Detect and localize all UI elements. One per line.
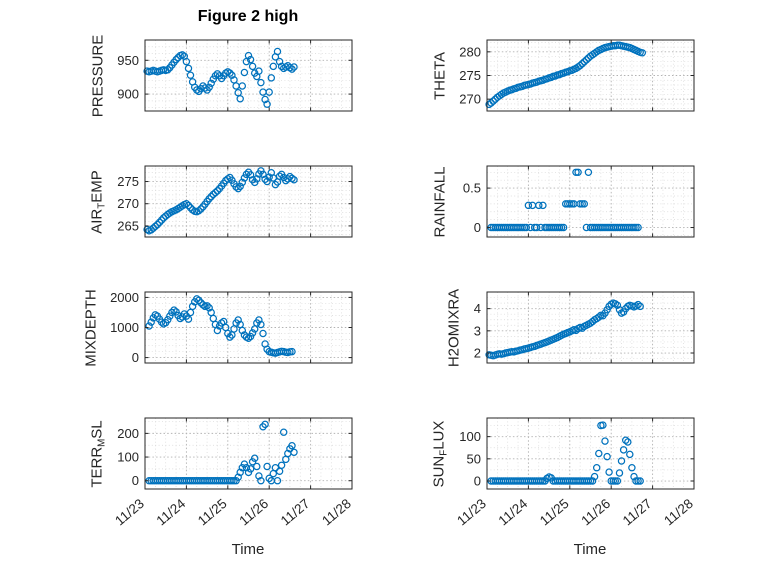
y-tick-label: 2000 [110,290,139,305]
x-tick-label: 11/24 [154,495,189,528]
ylabel-sun-flux: SUNFLUX [430,420,450,487]
ylabel-mixdepth: MIXDEPTH [82,288,100,367]
subplot-pressure: 900 950 [117,39,353,112]
y-tick-label: 0 [132,473,139,488]
subplot-terr-msl: 0 100 200 11/23 11/24 11/25 11/26 11/27 11/28 [112,417,354,529]
subplot-rainfall: 00.5 [463,165,695,238]
y-tick-label: 50 [467,451,481,466]
x-tick-label: 11/25 [195,496,230,529]
ylabel-rainfall: RAINFALL [431,166,449,237]
sun-flux-scatter-points [487,421,644,485]
axes-box [144,165,353,238]
subplot-h2omixra: 2 3 4 [474,291,695,364]
tick-marks [144,418,353,489]
x-tick-label: 11/28 [319,496,354,529]
subplot-theta: 270 275 280 [459,39,695,112]
h2omixra-scatter-points [485,299,644,360]
ylabel-terr-msl: TERRMSL [88,419,108,488]
x-tick-label: 11/27 [620,496,655,529]
x-tick-label: 11/23 [454,496,489,529]
xlabel-time-left: Time [231,541,265,558]
x-tick-label: 11/27 [278,496,313,529]
xlabel-time-right: Time [573,541,607,558]
tick-marks [144,166,353,237]
y-tick-label: 0.5 [463,181,481,196]
air-temp-scatter-points [143,167,298,235]
tick-marks [486,40,695,111]
mixdepth-scatter-points [145,295,296,357]
x-tick-label: 11/24 [496,495,531,528]
y-tick-label: 0 [474,474,481,489]
y-tick-label: 265 [117,218,139,233]
x-tick-label: 11/26 [578,496,613,529]
y-tick-label: 280 [459,44,481,59]
rainfall-scatter-points [487,168,642,232]
subplot-mixdepth: 0 1000 2000 [110,290,353,365]
tick-marks [486,166,695,237]
y-tick-label: 2 [474,346,481,361]
y-tick-label: 275 [117,174,139,189]
subplot-sun-flux: 0 50 100 11/23 11/24 11/25 11/26 11/27 11/28 [454,417,696,529]
y-tick-label: 100 [117,450,139,465]
axes-box [144,39,353,112]
y-tick-label: 270 [459,92,481,107]
y-tick-label: 900 [117,87,139,102]
y-tick-label: 4 [474,301,481,316]
y-tick-label: 1000 [110,320,139,335]
x-tick-label: 11/25 [537,496,572,529]
y-tick-label: 270 [117,196,139,211]
tick-marks [486,292,695,363]
x-tick-label: 11/28 [661,496,696,529]
y-tick-label: 3 [474,323,481,338]
pressure-scatter-points [143,47,298,108]
ylabel-air-temp: AIRTEMP [88,169,108,234]
ylabel-theta: THETA [431,51,449,100]
ylabel-subscript: M [96,438,108,447]
ylabel-subscript: T [96,202,108,209]
figure-title: Figure 2 high [197,8,299,25]
tick-marks [486,418,695,489]
tick-marks [144,292,353,363]
y-tick-label: 950 [117,53,139,68]
ylabel-h2omixra: H2OMIXRA [445,288,463,367]
subplot-air-temp: 265 270 275 [117,165,353,238]
terr-msl-scatter-points [145,420,298,485]
axes-box [486,165,695,238]
x-tick-label: 11/23 [112,496,147,529]
axes-box [486,291,695,364]
y-tick-label: 275 [459,68,481,83]
y-tick-label: 0 [474,220,481,235]
axes-box [486,417,695,490]
ylabel-subscript: F [438,449,450,456]
y-tick-label: 100 [459,429,481,444]
tick-marks [144,40,353,111]
y-tick-label: 200 [117,426,139,441]
x-tick-label: 11/26 [236,496,271,529]
y-tick-label: 0 [132,350,139,365]
ylabel-pressure: PRESSURE [89,34,107,117]
axes-box [144,417,353,490]
theta-scatter-points [485,41,647,109]
